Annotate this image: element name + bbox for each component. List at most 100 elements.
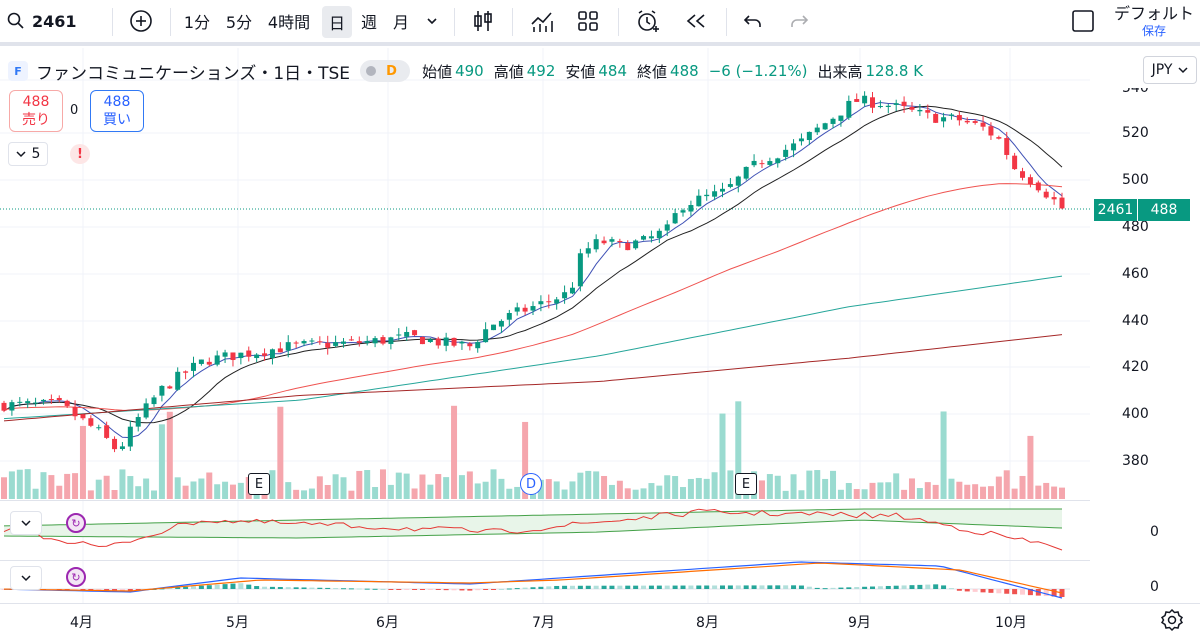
macd-histogram-bar	[941, 585, 947, 589]
replay-button[interactable]	[678, 0, 714, 42]
interval-month[interactable]: 月	[392, 13, 409, 32]
volume-bar	[822, 478, 829, 499]
macd-histogram-bar	[356, 588, 362, 590]
dividend-marker[interactable]: D	[520, 473, 542, 495]
candle-body	[996, 137, 1002, 139]
layout-name-block[interactable]: デフォルト 保存	[1108, 4, 1200, 38]
candle-body	[719, 188, 725, 192]
refresh-cycle-icon[interactable]: ↻	[66, 513, 86, 533]
volume-bar	[48, 475, 55, 499]
volume-bar	[79, 425, 86, 499]
buy-button[interactable]: 488 買い	[90, 90, 144, 132]
interval-week[interactable]: 週	[360, 13, 377, 32]
candle-body	[9, 402, 15, 411]
volume-bar	[877, 482, 884, 499]
volume-bar	[466, 471, 473, 499]
macd-histogram-bar	[530, 587, 536, 589]
candle-body	[96, 427, 102, 429]
chart-type-button[interactable]	[466, 0, 500, 42]
layouts-button[interactable]	[570, 0, 606, 42]
candle-body	[498, 320, 504, 327]
volume-bar	[1035, 485, 1042, 499]
divider	[454, 8, 455, 36]
interval-dropdown[interactable]	[420, 0, 444, 42]
alert-add-button[interactable]	[630, 0, 666, 42]
candle-body	[175, 371, 181, 390]
candle-body	[704, 194, 710, 197]
interval-5m[interactable]: 5分	[225, 13, 253, 32]
gear-icon[interactable]	[1160, 608, 1184, 632]
volume-bar	[1011, 488, 1018, 499]
volume-bar	[830, 470, 837, 499]
time-axis-label: 9月	[848, 615, 871, 631]
candle-body	[562, 292, 568, 299]
candle-body	[467, 343, 473, 347]
candle-body	[862, 95, 868, 104]
macd-histogram-bar	[372, 588, 378, 590]
candle-body	[901, 101, 907, 107]
undo-button[interactable]	[738, 0, 768, 42]
macd-histogram-bar	[569, 585, 575, 589]
macd-histogram-bar	[656, 585, 662, 589]
sell-label: 売り	[22, 112, 50, 128]
volume-bar	[332, 474, 339, 499]
price-tick: 420	[1122, 359, 1149, 375]
macd-histogram-bar	[301, 587, 307, 589]
volume-bar	[222, 481, 229, 499]
warning-icon[interactable]: !	[70, 144, 90, 164]
indicators-toggle[interactable]: 5	[8, 142, 48, 166]
macd-histogram-bar	[712, 585, 718, 589]
candle-body	[617, 240, 623, 242]
volume-bar	[932, 484, 939, 499]
macd-histogram-bar	[483, 589, 489, 590]
volume-bar	[411, 488, 418, 499]
sma-line	[3, 275, 1063, 420]
candle-body	[798, 138, 804, 142]
volume-bar	[624, 488, 631, 499]
earnings-marker[interactable]: E	[248, 473, 270, 495]
volume-bar	[143, 478, 150, 499]
compare-add-button[interactable]	[124, 0, 158, 42]
candle-body	[301, 341, 307, 344]
redo-button[interactable]	[784, 0, 814, 42]
macd-histogram-bar	[625, 585, 631, 589]
candle-body	[119, 446, 125, 449]
indicators-button[interactable]	[524, 0, 560, 42]
macd-collapse-button[interactable]	[10, 566, 42, 590]
volume-bar	[56, 485, 63, 499]
candle-body	[609, 239, 615, 242]
close-label: 終値	[637, 62, 668, 81]
macd-histogram-bar	[633, 585, 639, 589]
refresh-cycle-icon[interactable]: ↻	[66, 567, 86, 587]
undo-icon	[743, 15, 761, 27]
volume-bar	[924, 482, 931, 499]
symbol-search[interactable]: 2461	[6, 0, 86, 42]
volume-bar	[1027, 435, 1034, 499]
time-axis-divider	[0, 603, 1200, 604]
volume-bar	[285, 482, 292, 499]
high-value: 492	[526, 62, 556, 80]
volume-bar	[814, 470, 821, 499]
interval-4h[interactable]: 4時間	[267, 13, 311, 32]
currency-select[interactable]: JPY	[1143, 56, 1197, 84]
candle-body	[17, 401, 23, 403]
volume-bar	[664, 475, 671, 499]
layout-checkbox-icon	[1072, 10, 1094, 32]
layout-select-checkbox[interactable]	[1066, 0, 1100, 42]
pane-divider[interactable]	[0, 500, 1090, 501]
market-status-pill[interactable]: D	[360, 60, 411, 82]
interval-day[interactable]: 日	[322, 6, 352, 38]
macd-histogram-bar	[341, 588, 347, 590]
volume-bar	[458, 475, 465, 499]
sell-button[interactable]: 488 売り	[9, 90, 63, 132]
volume-bar	[735, 401, 742, 499]
series-title[interactable]: ファンコミュニケーションズ・1日・TSE	[36, 63, 351, 84]
pane-divider[interactable]	[0, 560, 1090, 561]
candle-body	[388, 337, 394, 344]
earnings-marker[interactable]: E	[735, 473, 757, 495]
oscillator-collapse-button[interactable]	[10, 511, 42, 535]
candle-body	[127, 426, 133, 447]
interval-1m[interactable]: 1分	[183, 13, 211, 32]
macd-histogram-bar	[791, 585, 797, 589]
